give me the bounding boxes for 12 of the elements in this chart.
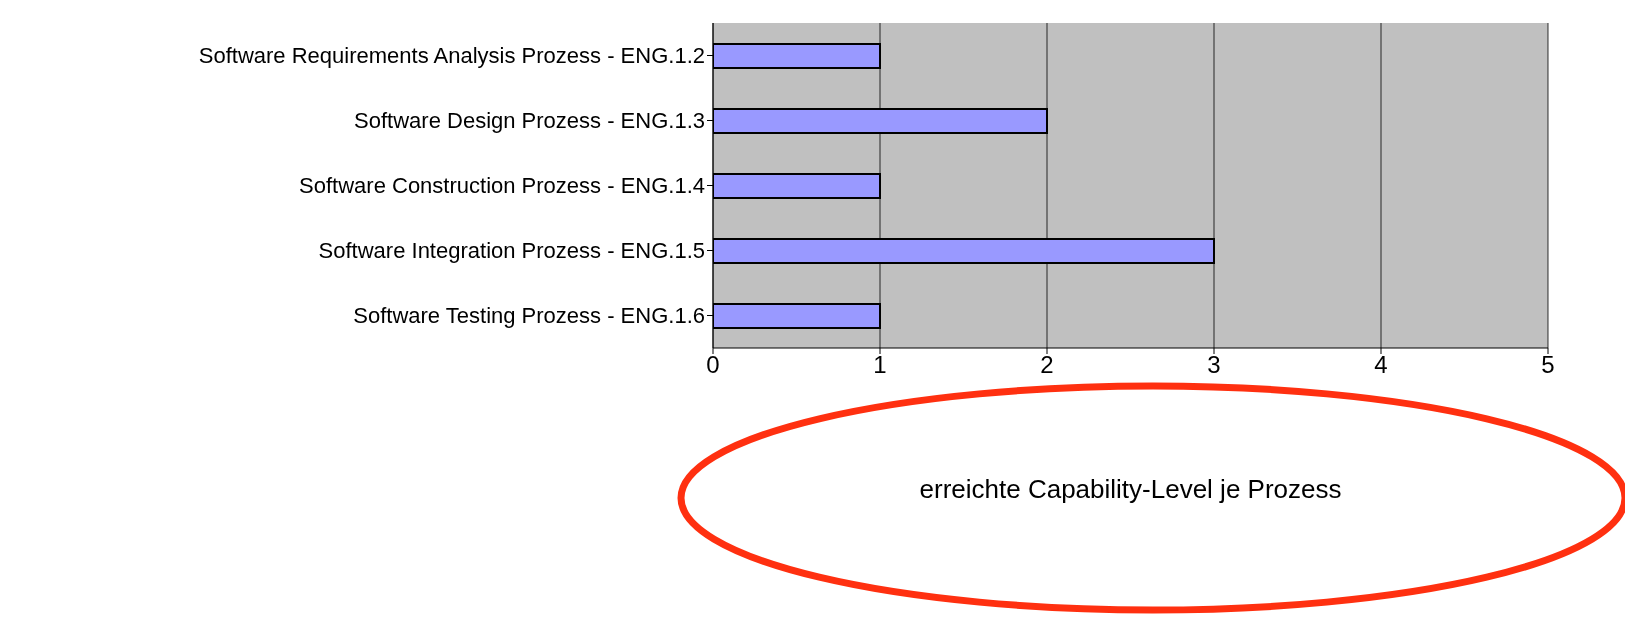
x-axis-title: erreichte Capability-Level je Prozess <box>919 474 1342 504</box>
x-tick-label: 0 <box>706 351 720 379</box>
y-tick-label: Software Construction Prozess - ENG.1.4 <box>299 173 705 199</box>
x-tick-label: 3 <box>1207 351 1221 379</box>
y-tick-label: Software Integration Prozess - ENG.1.5 <box>318 238 705 264</box>
x-tick-label: 1 <box>873 351 887 379</box>
x-tick-label: 5 <box>1541 351 1555 379</box>
y-tick-label: Software Design Prozess - ENG.1.3 <box>354 108 705 134</box>
y-tick-label: Software Requirements Analysis Prozess - ENG.1.2 <box>198 43 705 69</box>
x-tick-label: 4 <box>1374 351 1388 379</box>
y-tick-label: Software Testing Prozess - ENG.1.6 <box>353 303 705 329</box>
x-tick-label: 2 <box>1040 351 1054 379</box>
